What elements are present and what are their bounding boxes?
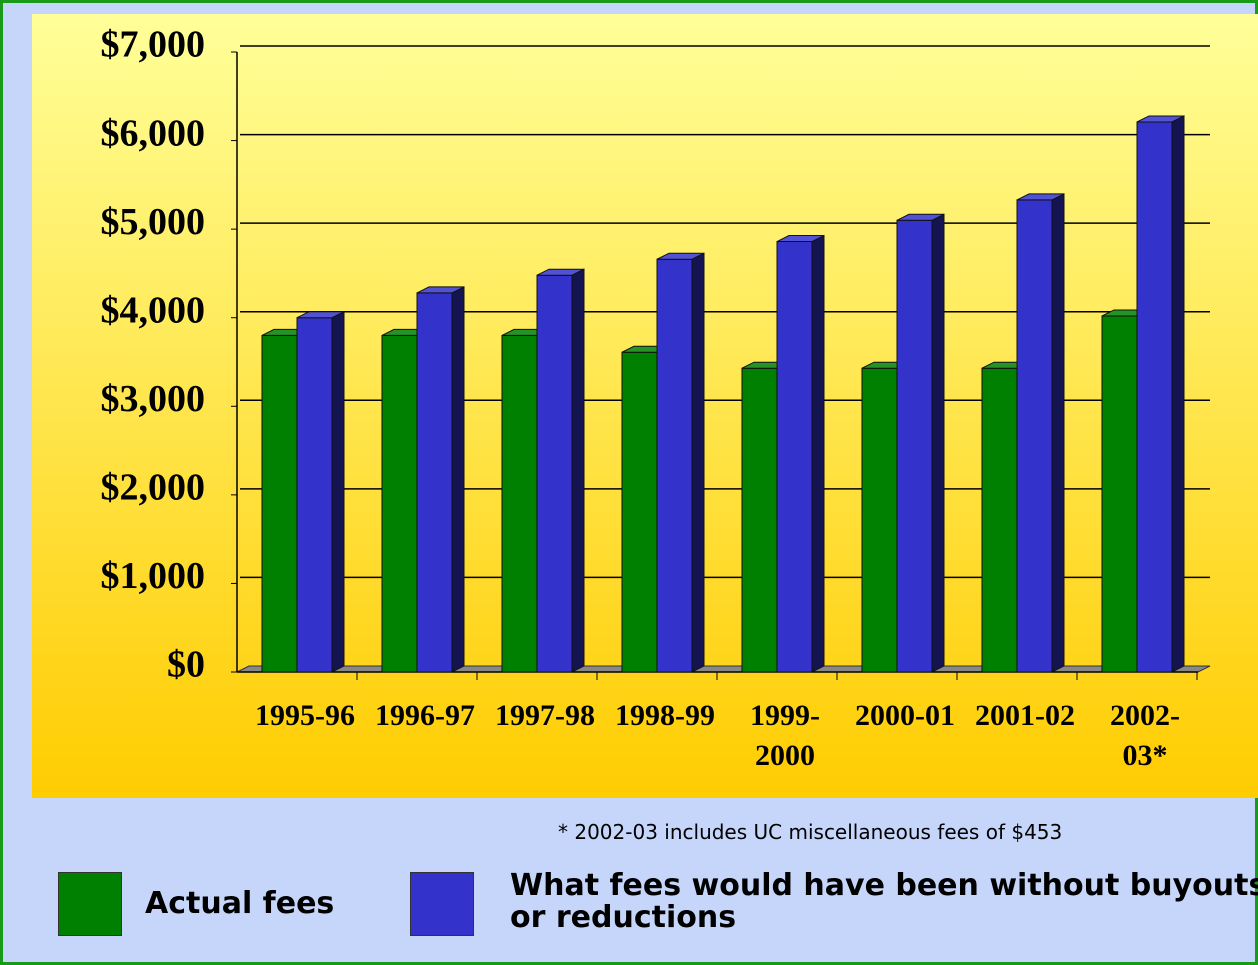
bar-face bbox=[656, 252, 705, 260]
bar-face bbox=[296, 311, 345, 319]
bar-face bbox=[861, 367, 898, 673]
x-tick-label: 2000-01 bbox=[855, 699, 955, 732]
bar-face bbox=[776, 235, 825, 243]
bar-face bbox=[571, 268, 585, 673]
bar-face bbox=[501, 334, 538, 673]
x-tick-label: 1999-2000 bbox=[750, 699, 820, 772]
bar-face bbox=[656, 258, 693, 673]
y-tick-label: $4,000 bbox=[101, 289, 206, 331]
bar-face bbox=[1016, 199, 1053, 673]
bar-face bbox=[811, 234, 825, 673]
x-tick-label: 1995-96 bbox=[255, 699, 355, 732]
legend-label: What fees would have been without buyout… bbox=[510, 868, 1258, 935]
legend-swatch bbox=[410, 872, 474, 936]
bar-face bbox=[261, 334, 298, 673]
bar-face bbox=[416, 292, 453, 673]
bar bbox=[296, 310, 345, 673]
bar-face bbox=[1051, 193, 1065, 673]
bar bbox=[536, 268, 585, 673]
x-tick-label: 1998-99 bbox=[615, 699, 715, 732]
y-tick-label: $6,000 bbox=[101, 112, 206, 154]
bar-face bbox=[1101, 315, 1138, 673]
bar-face bbox=[1136, 115, 1185, 123]
bar bbox=[896, 213, 945, 673]
bar-face bbox=[621, 351, 658, 673]
x-tick-label: 1997-98 bbox=[495, 699, 595, 732]
bar-face bbox=[741, 367, 778, 673]
bar bbox=[1016, 193, 1065, 673]
y-tick-label: $0 bbox=[167, 644, 205, 686]
bar-face bbox=[691, 252, 705, 673]
x-tick-label: 2001-02 bbox=[975, 699, 1075, 732]
bar bbox=[776, 234, 825, 673]
y-tick-label: $3,000 bbox=[101, 378, 206, 420]
bar bbox=[656, 252, 705, 673]
y-tick-label: $7,000 bbox=[101, 24, 206, 66]
bar-face bbox=[536, 274, 573, 673]
footnote: * 2002-03 includes UC miscellaneous fees… bbox=[558, 820, 1063, 844]
bar-face bbox=[536, 268, 585, 276]
bar-face bbox=[1136, 121, 1173, 673]
bar-face bbox=[416, 286, 465, 294]
bar-face bbox=[931, 213, 945, 673]
bar-face bbox=[1171, 115, 1185, 673]
bar-face bbox=[296, 317, 333, 673]
y-tick-label: $2,000 bbox=[101, 467, 206, 509]
bar-face bbox=[331, 310, 345, 673]
bar-face bbox=[896, 219, 933, 673]
y-tick-label: $1,000 bbox=[101, 555, 206, 597]
x-tick-label: 2002-03* bbox=[1110, 699, 1180, 772]
bar-face bbox=[381, 334, 418, 673]
x-tick-label: 1996-97 bbox=[375, 699, 475, 732]
bar-face bbox=[1016, 193, 1065, 201]
bar-face bbox=[896, 213, 945, 221]
legend-label: Actual fees bbox=[145, 886, 335, 921]
y-tick-label: $5,000 bbox=[101, 201, 206, 243]
bar bbox=[1136, 115, 1185, 673]
legend-swatch bbox=[58, 872, 122, 936]
bar-face bbox=[451, 286, 465, 673]
bar bbox=[416, 286, 465, 673]
bar-face bbox=[981, 367, 1018, 673]
bar-face bbox=[776, 241, 813, 673]
